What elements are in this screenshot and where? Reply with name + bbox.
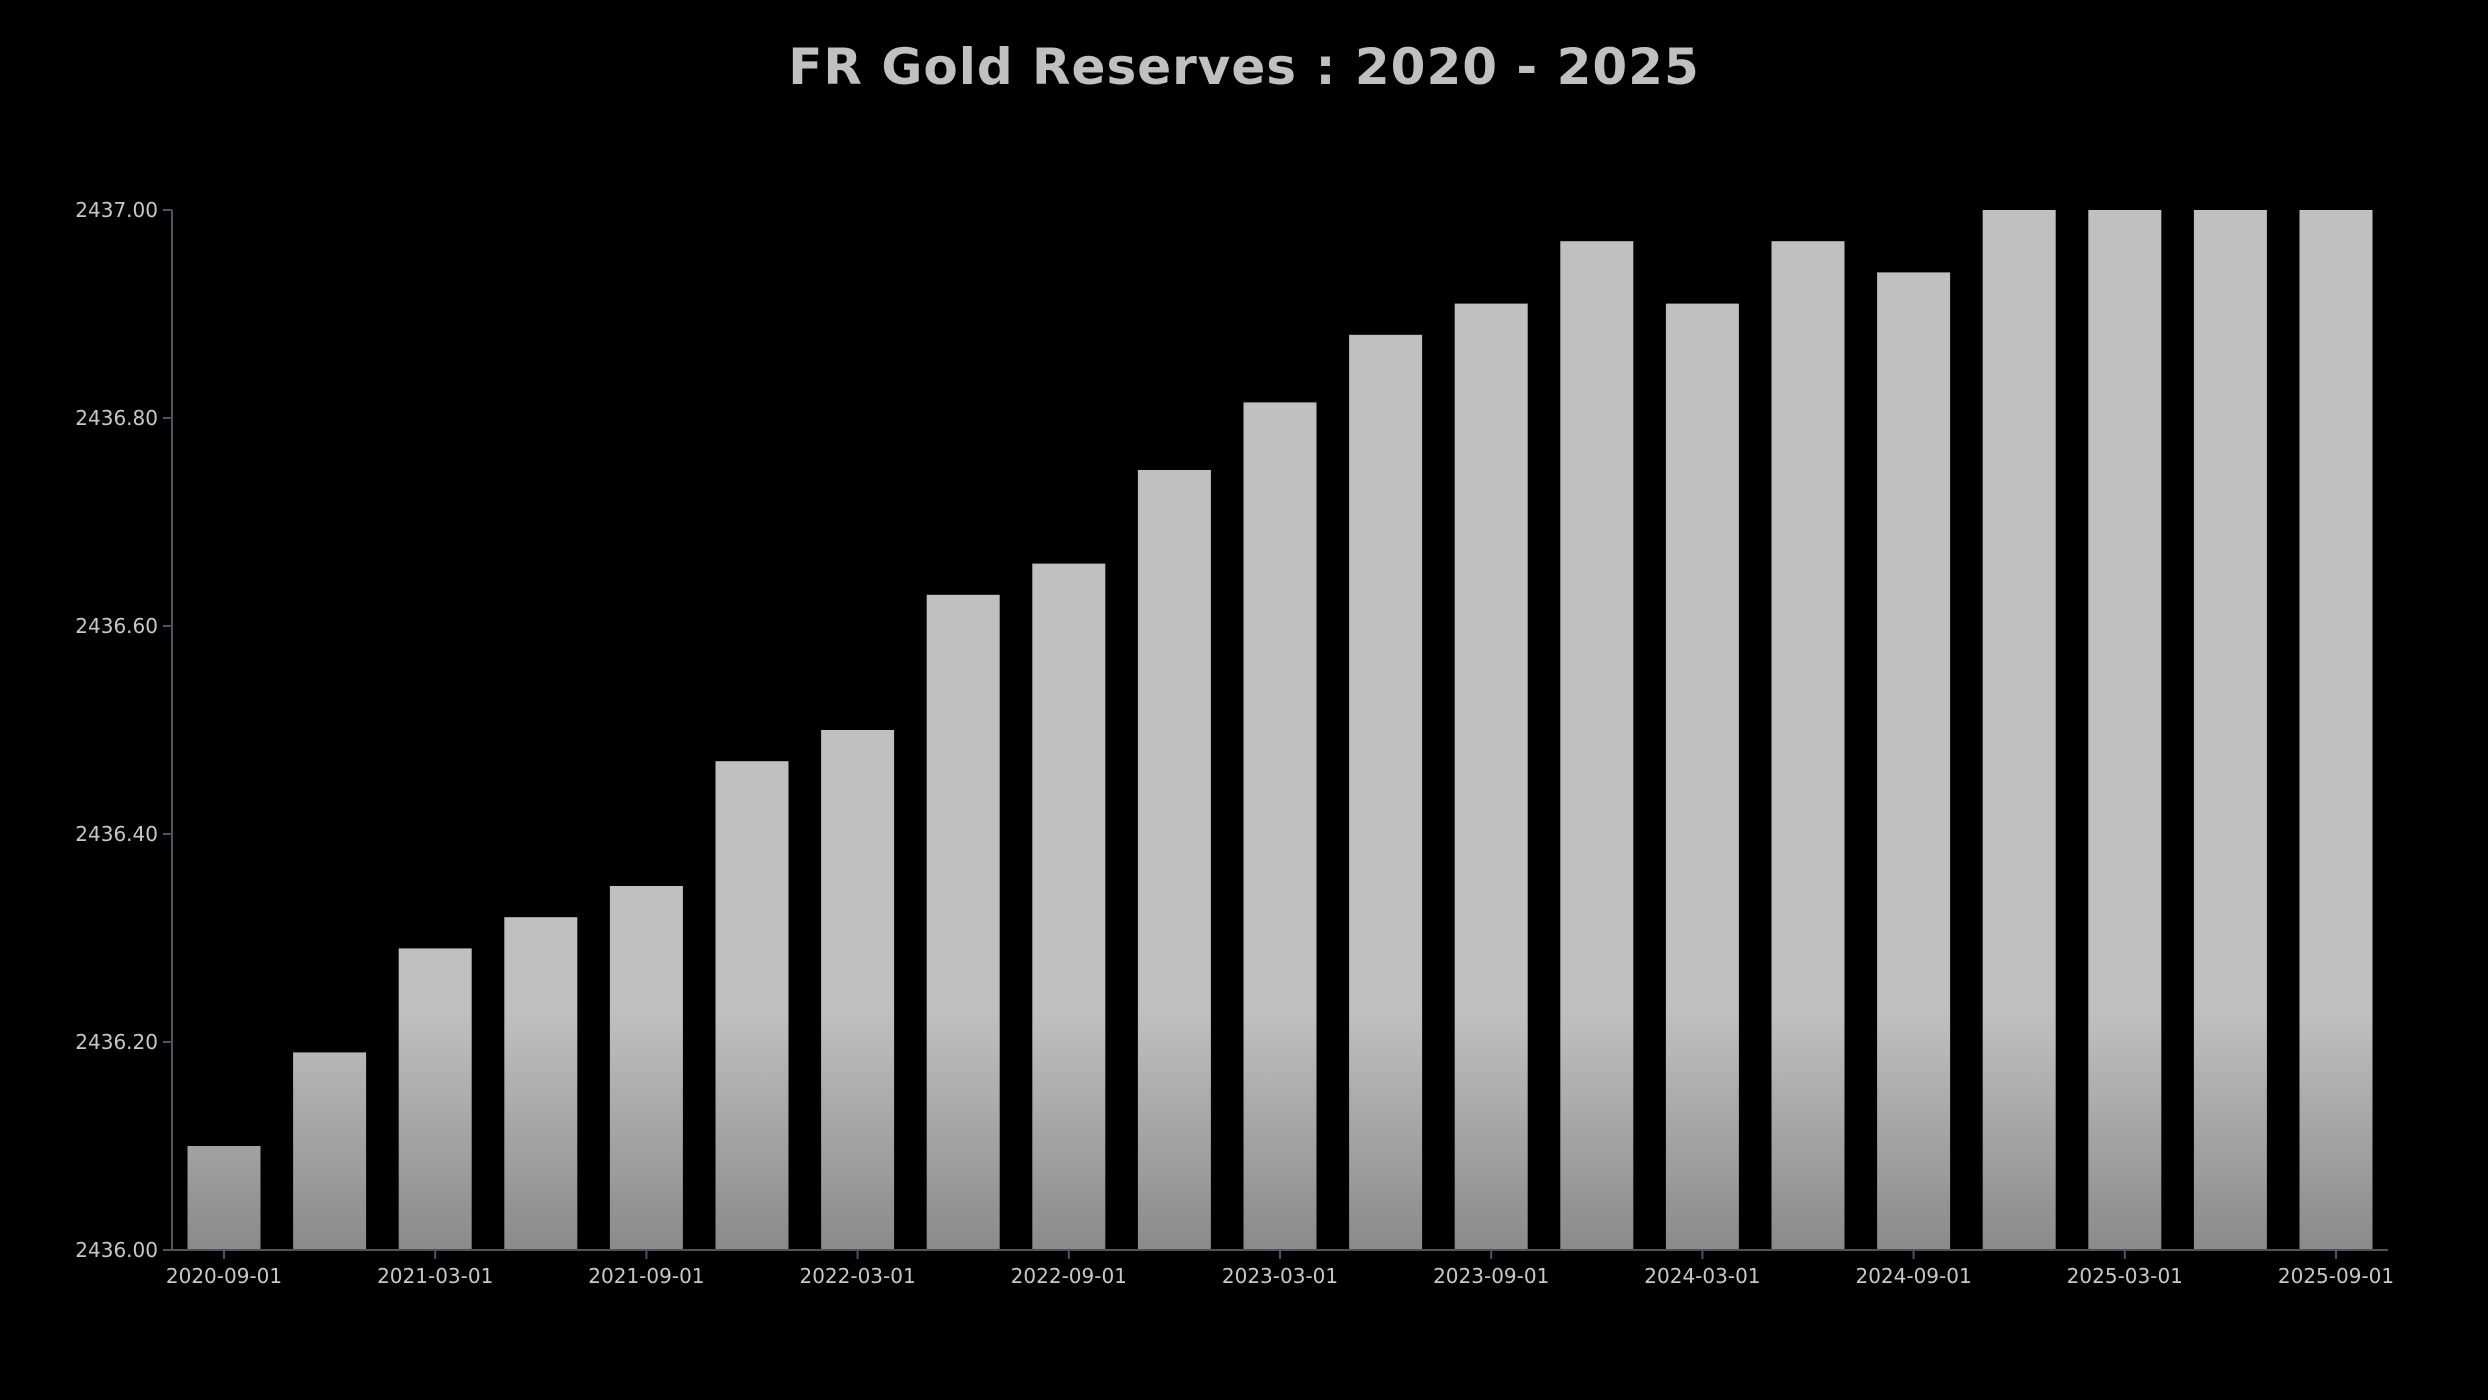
x-tick-label: 2021-09-01 (588, 1264, 704, 1288)
bar-2024-12-01 (1982, 210, 2056, 1250)
y-tick-label: 2437.00 (75, 198, 158, 222)
y-tick-label: 2436.60 (75, 614, 158, 638)
axes-layer: 2436.00 2436.20 2436.40 2436.60 2436.80 2437.… (75, 198, 2394, 1288)
x-tick-label: 2024-03-01 (1644, 1264, 1760, 1288)
bar-2022-12-01 (1137, 470, 1211, 1250)
y-tick-label: 2436.00 (75, 1238, 158, 1262)
bar-2025-06-01 (2193, 210, 2267, 1250)
bar-2024-03-01 (1665, 303, 1739, 1251)
x-tick-label: 2021-03-01 (377, 1264, 493, 1288)
bar-2020-09-01 (187, 1146, 261, 1250)
x-tick-label: 2020-09-01 (166, 1264, 282, 1288)
bar-2023-12-01 (1560, 241, 1634, 1250)
bar-2021-12-01 (715, 761, 789, 1250)
bar-2024-06-01 (1771, 241, 1845, 1250)
bars-layer (187, 210, 2373, 1251)
bar-2024-09-01 (1877, 272, 1951, 1250)
y-tick-label: 2436.80 (75, 406, 158, 430)
bar-2022-06-01 (926, 594, 1000, 1250)
bar-2023-06-01 (1349, 334, 1423, 1250)
y-tick-label: 2436.40 (75, 822, 158, 846)
bar-2020-12-01 (293, 1052, 367, 1250)
x-tick-label: 2024-09-01 (1855, 1264, 1971, 1288)
bar-2021-09-01 (609, 886, 683, 1250)
bar-2022-03-01 (821, 730, 895, 1250)
bar-2023-03-01 (1243, 402, 1317, 1250)
x-tick-label: 2023-03-01 (1222, 1264, 1338, 1288)
bar-2021-03-01 (398, 948, 472, 1250)
x-tick-label: 2023-09-01 (1433, 1264, 1549, 1288)
x-tick-label: 2025-03-01 (2067, 1264, 2183, 1288)
bar-2023-09-01 (1454, 303, 1528, 1251)
x-tick-label: 2022-09-01 (1011, 1264, 1127, 1288)
x-tick-label: 2022-03-01 (799, 1264, 915, 1288)
y-tick-label: 2436.20 (75, 1030, 158, 1054)
bar-2022-09-01 (1032, 563, 1106, 1250)
bar-2025-03-01 (2088, 210, 2162, 1250)
bar-2025-09-01 (2299, 210, 2373, 1250)
x-tick-label: 2025-09-01 (2278, 1264, 2394, 1288)
chart-title: FR Gold Reserves : 2020 - 2025 (788, 38, 1700, 96)
bar-2021-06-01 (504, 917, 578, 1250)
